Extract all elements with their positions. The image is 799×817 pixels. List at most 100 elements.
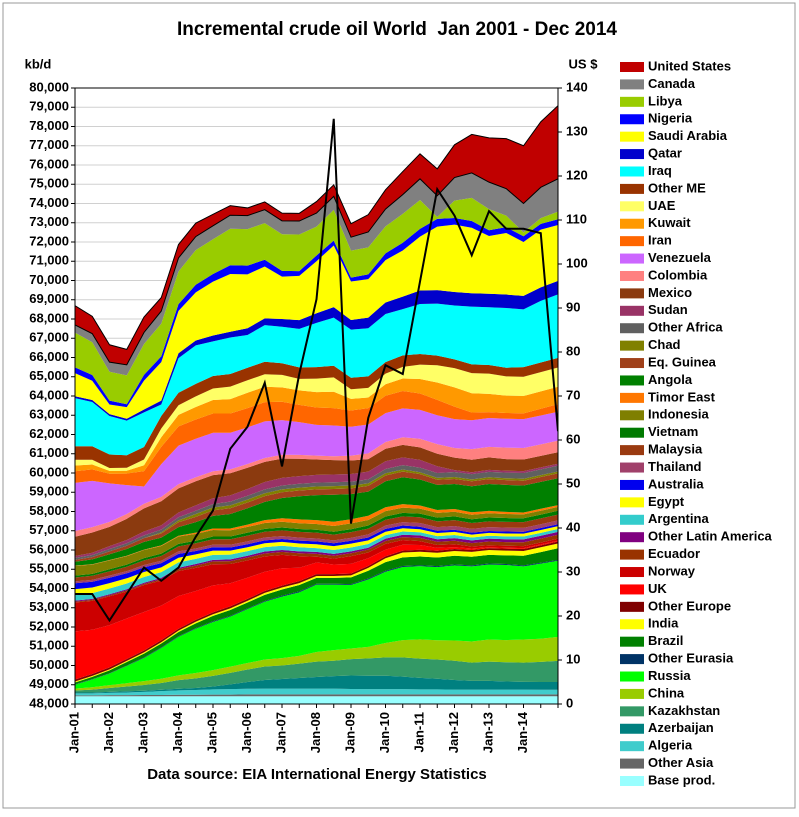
y2-tick-label: 140 — [566, 79, 588, 94]
legend-label: Other Asia — [648, 755, 714, 770]
area — [75, 696, 558, 704]
legend-label: Canada — [648, 76, 696, 91]
legend-label: United States — [648, 58, 731, 73]
legend-swatch — [620, 149, 644, 160]
legend-swatch — [620, 549, 644, 560]
area — [75, 437, 558, 537]
y-tick-label: 78,000 — [29, 118, 69, 133]
legend-swatch — [620, 427, 644, 438]
x-tick-label: Jan-10 — [377, 712, 392, 753]
y2-tick-label: 60 — [566, 431, 580, 446]
legend-label: Thailand — [648, 459, 702, 474]
area — [75, 636, 558, 691]
legend-swatch — [620, 96, 644, 107]
x-tick-label: Jan-09 — [342, 712, 357, 753]
y-tick-label: 61,000 — [29, 445, 69, 460]
y-tick-label: 60,000 — [29, 464, 69, 479]
area — [75, 657, 558, 693]
x-tick-label: Jan-04 — [170, 711, 185, 753]
legend-label: Venezuela — [648, 250, 712, 265]
area — [75, 364, 558, 471]
axes: 48,000 49,000 50,000 51,000 52,000 53,000 54,0… — [29, 79, 587, 753]
plot-frame — [74, 87, 559, 705]
x-tick-label: Jan-03 — [135, 712, 150, 753]
y-tick-label: 70,000 — [29, 272, 69, 287]
legend-label: Argentina — [648, 511, 709, 526]
area — [75, 688, 558, 696]
legend-swatch — [620, 514, 644, 525]
y-tick-label: 58,000 — [29, 503, 69, 518]
legend-swatch — [620, 654, 644, 665]
legend-label: Libya — [648, 93, 683, 108]
area — [75, 280, 558, 421]
y-tick-label: 53,000 — [29, 599, 69, 614]
y-tick-label: 62,000 — [29, 426, 69, 441]
y-tick-label: 63,000 — [29, 407, 69, 422]
legend-label: UK — [648, 581, 667, 596]
area — [75, 105, 558, 366]
area — [75, 560, 558, 689]
legend-swatch — [620, 567, 644, 578]
legend-swatch — [620, 479, 644, 490]
y-tick-label: 72,000 — [29, 233, 69, 248]
area — [75, 477, 558, 566]
y-tick-label: 57,000 — [29, 522, 69, 537]
area — [75, 408, 558, 531]
legend-label: Other Eurasia — [648, 651, 734, 666]
price-line — [75, 118, 558, 623]
legend-swatch — [620, 340, 644, 351]
legend-label: Saudi Arabia — [648, 128, 728, 143]
y2-tick-label: 0 — [566, 695, 573, 710]
y2-tick-label: 120 — [566, 167, 588, 182]
legend: United States Canada Libya Nigeria Saudi Ara… — [620, 58, 773, 787]
legend-swatch — [620, 601, 644, 612]
area — [75, 675, 558, 694]
y-axis-label: kb/d — [25, 56, 52, 71]
y2-tick-label: 30 — [566, 563, 580, 578]
legend-swatch — [620, 270, 644, 281]
legend-label: China — [648, 685, 685, 700]
legend-label: Qatar — [648, 146, 682, 161]
area — [75, 378, 558, 474]
legend-swatch — [620, 688, 644, 699]
y-tick-label: 49,000 — [29, 676, 69, 691]
y-tick-label: 69,000 — [29, 291, 69, 306]
legend-swatch — [620, 445, 644, 456]
legend-label: Kuwait — [648, 215, 691, 230]
legend-label: Russia — [648, 668, 691, 683]
legend-swatch — [620, 166, 644, 177]
y-tick-label: 52,000 — [29, 618, 69, 633]
legend-swatch — [620, 706, 644, 717]
area — [75, 471, 558, 562]
x-tick-label: Jan-06 — [239, 712, 254, 753]
y-tick-label: 76,000 — [29, 156, 69, 171]
y-tick-label: 79,000 — [29, 99, 69, 114]
area — [75, 538, 558, 632]
y-tick-label: 51,000 — [29, 638, 69, 653]
legend-label: Malaysia — [648, 442, 703, 457]
y2-tick-label: 130 — [566, 123, 588, 138]
y2-tick-label: 20 — [566, 607, 580, 622]
legend-label: Eq. Guinea — [648, 354, 717, 369]
legend-label: Timor East — [648, 389, 716, 404]
area — [75, 548, 558, 685]
area — [75, 354, 558, 468]
legend-label: Australia — [648, 476, 704, 491]
y-tick-label: 56,000 — [29, 541, 69, 556]
legend-swatch — [620, 584, 644, 595]
area — [75, 469, 558, 560]
y-tick-label: 80,000 — [29, 79, 69, 94]
legend-swatch — [620, 323, 644, 334]
legend-swatch — [620, 253, 644, 264]
y-tick-label: 54,000 — [29, 580, 69, 595]
y2-tick-label: 80 — [566, 343, 580, 358]
x-tick-label: Jan-05 — [204, 712, 219, 753]
legend-swatch — [620, 636, 644, 647]
legend-label: Vietnam — [648, 424, 698, 439]
y-tick-label: 68,000 — [29, 310, 69, 325]
legend-swatch — [620, 741, 644, 752]
x-tick-label: Jan-13 — [480, 712, 495, 753]
legend-swatch — [620, 236, 644, 247]
legend-label: Iraq — [648, 163, 672, 178]
legend-label: Base prod. — [648, 772, 715, 787]
